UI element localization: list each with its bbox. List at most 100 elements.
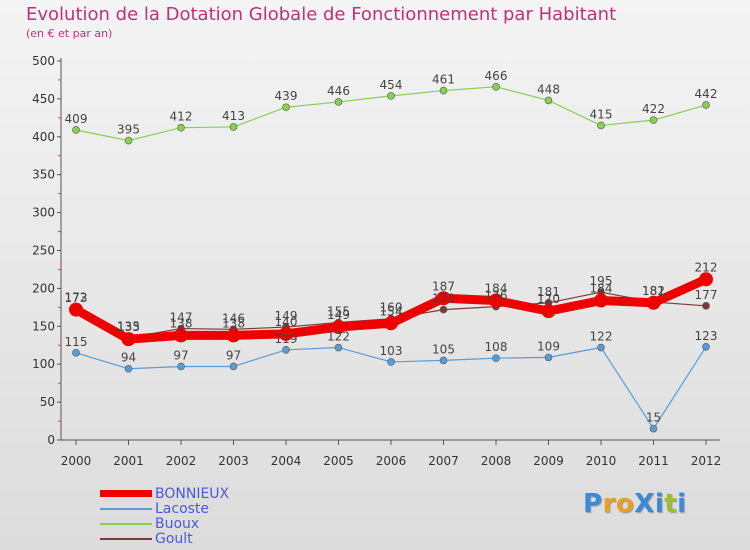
- data-label-bonnieux: 154: [380, 304, 403, 318]
- data-label-bonnieux: 212: [695, 260, 718, 274]
- x-tick-label: 2009: [533, 454, 564, 468]
- data-point-lacoste: [544, 353, 553, 362]
- data-label-goult: 181: [537, 285, 560, 299]
- data-point-buoux: [439, 86, 448, 95]
- data-label-lacoste: 115: [65, 335, 88, 349]
- proxiti-logo: ProXiti: [583, 489, 687, 519]
- data-point-lacoste: [124, 364, 133, 373]
- data-point-buoux: [492, 82, 500, 91]
- data-label-buoux: 461: [432, 73, 455, 87]
- data-label-lacoste: 122: [590, 330, 613, 344]
- legend-label-bonnieux: BONNIEUX: [155, 486, 230, 502]
- data-label-buoux: 439: [275, 89, 298, 103]
- x-tick-label: 2005: [323, 454, 354, 468]
- data-label-lacoste: 109: [537, 339, 560, 353]
- legend-item-bonnieux: BONNIEUX: [100, 486, 320, 502]
- x-tick-label: 2003: [218, 454, 249, 468]
- data-label-goult: 149: [275, 309, 298, 323]
- data-point-lacoste: [492, 354, 500, 362]
- data-point-lacoste: [439, 356, 448, 365]
- chart-title: Evolution de la Dotation Globale de Fonc…: [26, 4, 617, 25]
- chart-subtitle: (en € et par an): [26, 27, 113, 40]
- legend-swatch-bonnieux: [100, 490, 152, 497]
- y-tick-label: 500: [32, 54, 55, 68]
- data-point-bonnieux: [69, 302, 83, 317]
- data-point-buoux: [649, 116, 658, 124]
- data-label-goult: 182: [642, 284, 665, 298]
- data-label-bonnieux: 184: [590, 282, 613, 296]
- data-point-bonnieux: [226, 328, 241, 343]
- x-tick-label: 2007: [428, 454, 459, 468]
- data-label-bonnieux: 181: [642, 284, 665, 298]
- legend-item-goult: Goult: [100, 531, 320, 547]
- logo-letter: o: [615, 489, 635, 519]
- data-label-lacoste: 123: [695, 329, 718, 343]
- legend-swatch-lacoste: [100, 508, 152, 510]
- data-label-buoux: 446: [327, 84, 350, 98]
- y-tick-label: 0: [47, 433, 55, 447]
- data-label-buoux: 395: [117, 123, 140, 137]
- data-label-buoux: 442: [695, 87, 718, 101]
- data-label-goult: 146: [222, 311, 245, 325]
- data-label-buoux: 415: [590, 107, 613, 121]
- y-tick-label: 50: [40, 395, 55, 409]
- data-point-buoux: [387, 92, 395, 100]
- data-label-buoux: 466: [485, 69, 508, 83]
- legend-label-buoux: Buoux: [155, 516, 200, 532]
- data-point-buoux: [177, 123, 185, 132]
- data-label-lacoste: 103: [380, 344, 403, 358]
- data-point-bonnieux: [174, 328, 188, 343]
- data-label-goult: 160: [380, 301, 403, 315]
- y-tick-label: 450: [32, 92, 55, 106]
- data-label-goult: 195: [590, 274, 613, 288]
- data-point-bonnieux: [646, 295, 661, 310]
- x-tick-label: 2002: [166, 454, 197, 468]
- logo-letter: P: [583, 489, 603, 519]
- y-tick-label: 350: [32, 168, 55, 182]
- data-point-bonnieux: [121, 332, 136, 347]
- data-point-bonnieux: [331, 320, 346, 335]
- data-label-bonnieux: 149: [327, 308, 350, 322]
- data-point-goult: [702, 302, 710, 310]
- data-label-buoux: 412: [170, 110, 193, 124]
- legend-label-lacoste: Lacoste: [155, 501, 210, 517]
- data-point-bonnieux: [594, 293, 608, 308]
- logo-letter: r: [602, 489, 616, 519]
- data-point-buoux: [124, 136, 133, 145]
- data-point-lacoste: [702, 342, 710, 351]
- data-label-bonnieux: 170: [537, 292, 560, 306]
- x-tick-label: 2012: [691, 454, 722, 468]
- y-tick-label: 100: [32, 357, 55, 371]
- data-label-bonnieux: 172: [65, 291, 88, 305]
- x-tick-label: 2010: [586, 454, 617, 468]
- data-label-buoux: 409: [65, 112, 88, 126]
- data-label-goult: 176: [485, 289, 508, 303]
- data-point-bonnieux: [489, 293, 503, 308]
- data-label-lacoste: 94: [121, 351, 136, 365]
- data-point-bonnieux: [541, 304, 556, 319]
- data-point-bonnieux: [279, 326, 293, 341]
- data-point-buoux: [702, 101, 710, 109]
- data-label-bonnieux: 187: [432, 279, 455, 293]
- y-tick-label: 300: [32, 206, 55, 220]
- data-point-bonnieux: [436, 291, 451, 306]
- data-point-bonnieux: [384, 316, 398, 331]
- data-point-buoux: [597, 121, 605, 130]
- legend-label-goult: Goult: [155, 531, 193, 547]
- data-point-lacoste: [177, 362, 185, 371]
- y-tick-label: 200: [32, 281, 55, 295]
- data-label-lacoste: 119: [275, 332, 298, 346]
- x-tick-label: 2001: [113, 454, 144, 468]
- y-tick-label: 400: [32, 130, 55, 144]
- data-label-bonnieux: 138: [170, 316, 193, 330]
- data-point-buoux: [72, 126, 80, 134]
- x-tick-label: 2011: [638, 454, 669, 468]
- x-tick-label: 2008: [481, 454, 512, 468]
- data-label-bonnieux: 133: [117, 320, 140, 334]
- data-label-buoux: 413: [222, 109, 245, 123]
- data-label-bonnieux: 138: [222, 316, 245, 330]
- data-point-goult: [439, 305, 448, 314]
- legend-item-lacoste: Lacoste: [100, 501, 320, 517]
- data-label-buoux: 448: [537, 82, 560, 96]
